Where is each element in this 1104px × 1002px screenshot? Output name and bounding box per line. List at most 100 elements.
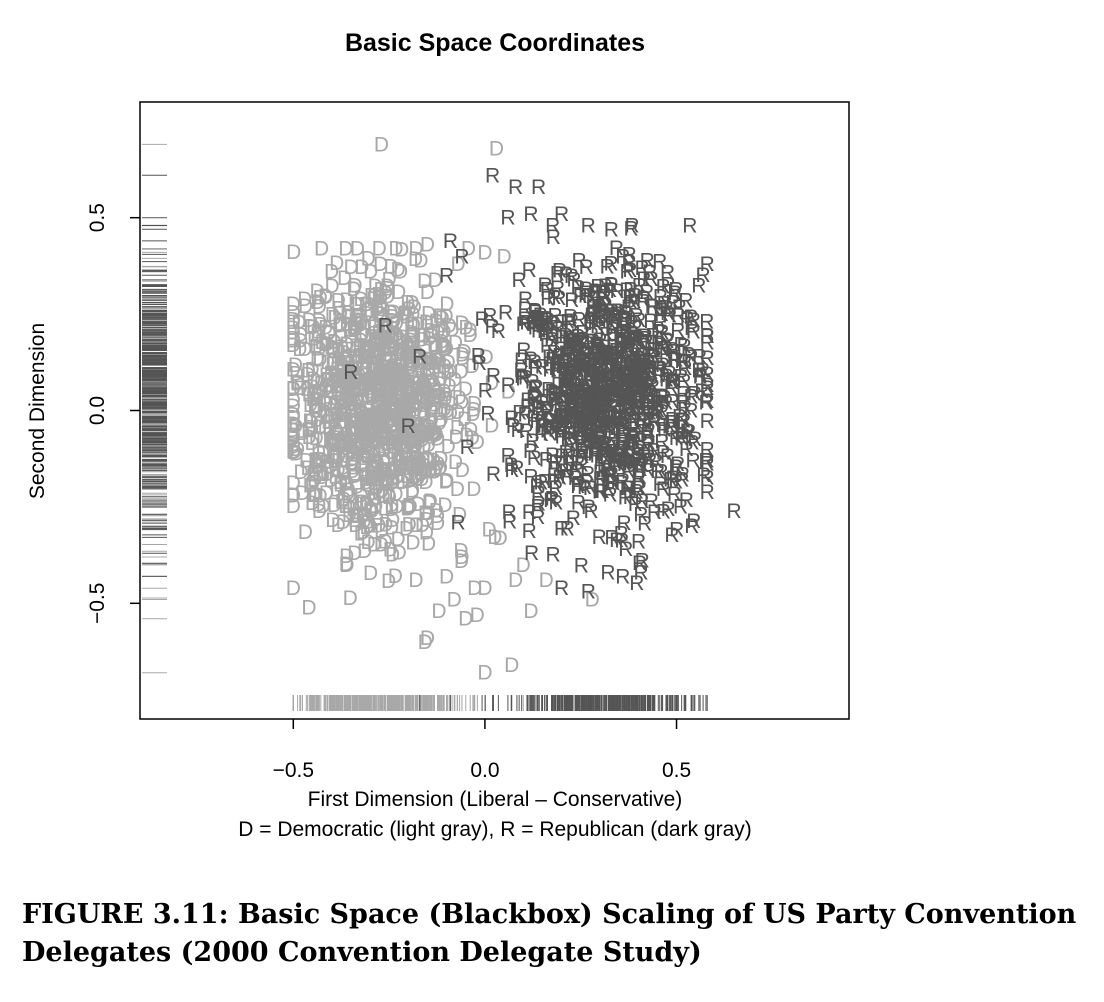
democrat-point: D [379, 344, 394, 367]
democrat-point: D [347, 392, 362, 415]
democrat-point: D [405, 456, 420, 479]
democrat-point: D [307, 468, 322, 491]
democrat-point: D [433, 457, 448, 480]
democrat-point: D [375, 316, 390, 339]
democrat-point: D [364, 326, 379, 349]
democrat-point: D [355, 421, 370, 444]
democrat-point: D [410, 451, 425, 474]
democrat-point: D [421, 372, 436, 395]
democrat-point: D [371, 407, 386, 430]
republican-point: R [478, 380, 493, 403]
democrat-point: D [420, 281, 435, 304]
democrat-point: D [312, 449, 327, 472]
democrat-point: D [293, 377, 308, 400]
democrat-point: D [372, 339, 387, 362]
democrat-point: D [312, 416, 327, 439]
republican-point: R [684, 317, 699, 340]
democrat-point: D [384, 472, 399, 495]
democrat-point: D [411, 425, 426, 448]
democrat-point: D [316, 495, 331, 518]
democrat-point: D [348, 316, 363, 339]
democrat-point: D [387, 427, 402, 450]
democrat-point: D [358, 324, 373, 347]
democrat-point: D [346, 464, 361, 487]
democrat-point: D [406, 332, 421, 355]
democrat-point: D [344, 416, 359, 439]
democrat-point: D [312, 348, 327, 371]
democrat-point: D [409, 349, 424, 372]
democrat-point: D [383, 539, 398, 562]
democrat-point: D [286, 495, 301, 518]
democrat-point: D [374, 133, 389, 156]
democrat-point: D [327, 365, 342, 388]
democrat-point: D [458, 378, 473, 401]
democrat-point: D [400, 337, 415, 360]
democrat-point: D [432, 349, 447, 372]
democrat-point: D [357, 414, 372, 437]
democrat-point: D [364, 462, 379, 485]
x-tick-label: 0.5 [662, 759, 691, 782]
democrat-point: D [376, 336, 391, 359]
democrat-point: D [376, 366, 391, 389]
democrat-point: D [372, 328, 387, 351]
democrat-point: D [336, 430, 351, 453]
democrat-point: D [345, 439, 360, 462]
democrat-point: D [359, 408, 374, 431]
republican-point: R [626, 377, 641, 400]
y-tick-label: 0.0 [86, 396, 109, 425]
democrat-point: D [355, 423, 370, 446]
democrat-point: D [428, 379, 443, 402]
democrat-point: D [424, 324, 439, 347]
democrat-point: D [380, 468, 395, 491]
democrat-point: D [420, 234, 435, 257]
republican-point: R [502, 511, 517, 534]
democrat-point: D [356, 372, 371, 395]
democrat-point: D [403, 356, 418, 379]
democrat-point: D [370, 457, 385, 480]
democrat-point: D [347, 373, 362, 396]
democrat-point: D [372, 238, 387, 261]
democrat-point: D [400, 391, 415, 414]
democrat-point: D [385, 543, 400, 566]
democrat-point: D [350, 476, 365, 499]
democrat-point: D [367, 450, 382, 473]
democrat-point: D [405, 324, 420, 347]
democrat-point: D [286, 378, 301, 401]
democrat-point: D [426, 375, 441, 398]
democrat-point: D [414, 429, 429, 452]
democrat-point: D [396, 369, 411, 392]
democrat-point: D [409, 459, 424, 482]
democrat-point: D [409, 378, 424, 401]
democrat-point: D [366, 455, 381, 478]
democrat-point: D [382, 486, 397, 509]
democrat-point: D [401, 470, 416, 493]
democrat-point: D [418, 631, 433, 654]
democrat-point: D [383, 370, 398, 393]
republican-point: R [615, 565, 630, 588]
democrat-point: D [442, 360, 457, 383]
republican-point: R [622, 251, 637, 274]
democrat-point: D [329, 422, 344, 445]
democrat-point: D [339, 424, 354, 447]
democrat-point: D [409, 343, 424, 366]
democrat-point: D [453, 361, 468, 384]
republican-point: R [546, 226, 561, 249]
democrat-point: D [380, 387, 395, 410]
democrat-point: D [453, 540, 468, 563]
democrat-point: D [315, 463, 330, 486]
democrat-point: D [363, 468, 378, 491]
democrat-point: D [363, 261, 378, 284]
democrat-point: D [371, 321, 386, 344]
democrat-point: D [286, 241, 301, 264]
democrat-point: D [374, 372, 389, 395]
republican-point: R [471, 344, 486, 367]
democrat-point: D [372, 424, 387, 447]
democrat-point: D [402, 383, 417, 406]
democrat-point: D [310, 291, 325, 314]
democrat-point: D [400, 411, 415, 434]
republican-point: R [558, 263, 573, 286]
democrat-point: D [408, 455, 423, 478]
democrat-point: D [455, 344, 470, 367]
democrat-point: D [450, 401, 465, 424]
democrat-point: D [380, 433, 395, 456]
